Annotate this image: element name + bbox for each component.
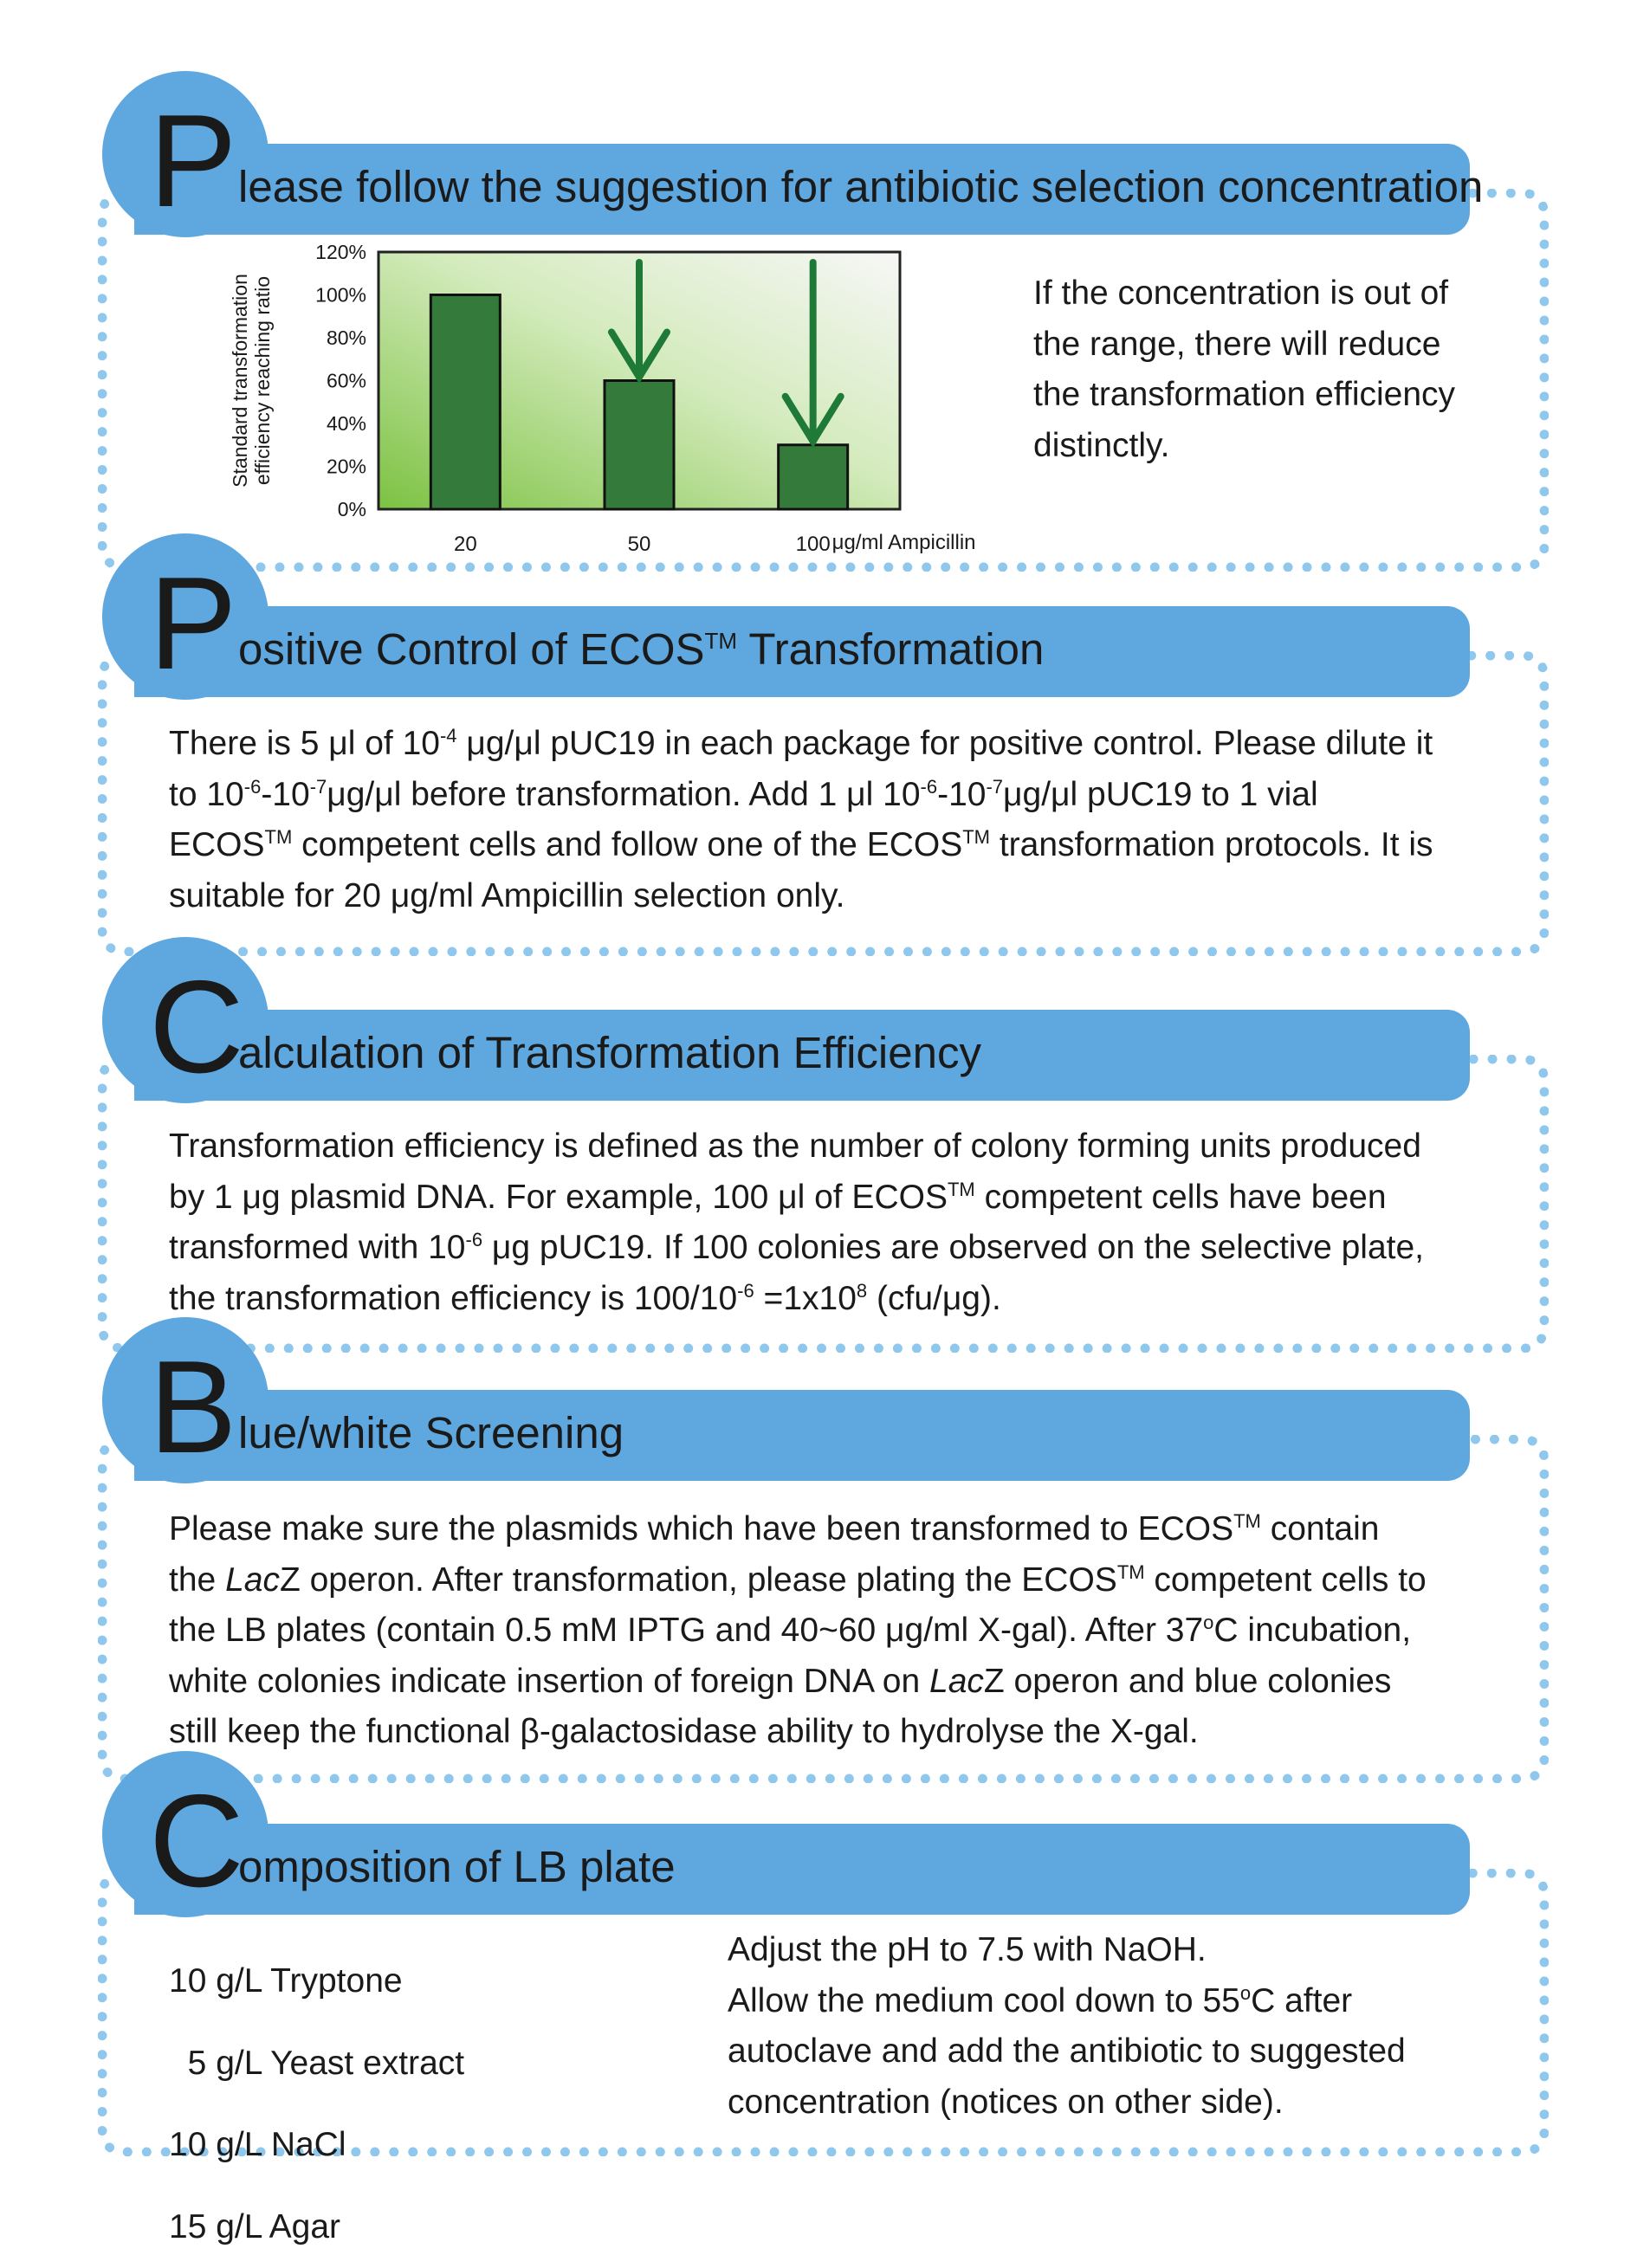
y-tick-label: 120% <box>315 241 366 263</box>
x-axis-label: μg/ml Ampicillin <box>832 531 976 554</box>
text-line: still keep the functional β-galactosidas… <box>169 1713 1199 1750</box>
bar-50 <box>603 379 676 511</box>
down-arrow-icon <box>608 259 670 384</box>
section-header-bar-positive-control <box>134 606 1470 697</box>
y-tick-label: 60% <box>327 370 366 392</box>
section-header-bar-efficiency <box>134 1010 1470 1101</box>
section-drop-cap: C <box>149 1767 244 1915</box>
positive-control-text: There is 5 μl of 10-4 μg/μl pUC19 in eac… <box>169 719 1537 921</box>
section-title: lue/white Screening <box>238 1408 624 1457</box>
section-title: ositive Control of ECOSTM Transformation <box>238 624 1045 674</box>
text-line: by 1 μg plasmid DNA. For example, 100 μl… <box>169 1178 1387 1216</box>
x-tick-label: 100 <box>796 533 831 556</box>
y-tick-label: 80% <box>327 326 366 349</box>
lb-instructions: Adjust the pH to 7.5 with NaOH. Allow th… <box>728 1925 1406 2128</box>
section-letter-circle <box>102 937 269 1103</box>
y-axis-label-line: Standard transformation <box>229 274 251 488</box>
instruction-line: autoclave and add the antibiotic to sugg… <box>728 2032 1406 2070</box>
lb-ingredients: 10 g/L Tryptone 5 g/L Yeast extract 10 g… <box>169 1925 464 2268</box>
instruction-line: Adjust the pH to 7.5 with NaOH. <box>728 1931 1207 1968</box>
ingredient-item: 15 g/L Agar <box>169 2207 341 2245</box>
text-line: white colonies indicate insertion of for… <box>169 1662 1392 1700</box>
text-line: transformed with 10-6 μg pUC19. If 100 c… <box>169 1229 1425 1266</box>
y-axis-label-line: efficiency reaching ratio <box>251 276 274 485</box>
text-line: Transformation efficiency is defined as … <box>169 1128 1421 1165</box>
blue-white-text: Please make sure the plasmids which have… <box>169 1504 1537 1758</box>
section-letter-circle <box>102 533 269 700</box>
text-line: the transformation efficiency is 100/10-… <box>169 1279 1001 1317</box>
note-line: the transformation efficiency <box>1033 376 1456 413</box>
x-tick-label: 50 <box>628 533 651 556</box>
text-line: to 10-6-10-7μg/μl before transformation.… <box>169 775 1318 813</box>
section-title: alculation of Transformation Efficiency <box>238 1028 981 1077</box>
note-line: the range, there will reduce <box>1033 325 1441 363</box>
section-letter-circle <box>102 1751 269 1917</box>
y-tick-label: 40% <box>327 412 366 435</box>
bar-20 <box>429 294 501 511</box>
ingredient-item: 10 g/L Tryptone <box>169 1962 403 2000</box>
ingredient-item: 10 g/L NaCl <box>169 2126 346 2163</box>
section-drop-cap: P <box>149 87 237 235</box>
section-header-bar-antibiotic <box>134 144 1470 235</box>
section-header-bar-lb-plate <box>134 1824 1470 1915</box>
text-line: Please make sure the plasmids which have… <box>169 1510 1380 1548</box>
note-line: If the concentration is out of <box>1033 275 1449 312</box>
down-arrow-icon <box>781 259 844 449</box>
section-drop-cap: B <box>149 1334 237 1481</box>
bar-100 <box>777 443 850 511</box>
ingredient-item: 5 g/L Yeast extract <box>169 2044 465 2082</box>
instruction-line: concentration (notices on other side). <box>728 2083 1284 2121</box>
instruction-line: Allow the medium cool down to 55oC after <box>728 1981 1353 2019</box>
section-letter-circle <box>102 1317 269 1483</box>
text-line: There is 5 μl of 10-4 μg/μl pUC19 in eac… <box>169 725 1433 762</box>
section-header-bar-blue-white <box>134 1390 1470 1481</box>
section-title: lease follow the suggestion for antibiot… <box>238 162 1484 211</box>
efficiency-text: Transformation efficiency is defined as … <box>169 1121 1537 1324</box>
text-line: suitable for 20 μg/ml Ampicillin selecti… <box>169 876 845 914</box>
section-letter-circle <box>102 71 269 237</box>
y-tick-label: 100% <box>315 284 366 307</box>
y-tick-label: 20% <box>327 456 366 478</box>
section-title: omposition of LB plate <box>238 1842 676 1891</box>
concentration-note: If the concentration is out of the range… <box>1033 268 1455 471</box>
text-line: the LB plates (contain 0.5 mM IPTG and 4… <box>169 1612 1412 1649</box>
text-line: ECOSTM competent cells and follow one of… <box>169 826 1433 863</box>
y-axis-label: Standard transformation efficiency reachi… <box>229 274 274 488</box>
section-drop-cap: P <box>149 550 237 697</box>
y-tick-label: 0% <box>338 498 366 520</box>
x-tick-label: 20 <box>454 533 477 556</box>
text-line: the LacZ operon. After transformation, p… <box>169 1560 1427 1599</box>
efficiency-bar-chart: Standard transformation efficiency reachi… <box>229 241 976 556</box>
section-drop-cap: C <box>149 953 244 1101</box>
note-line: distinctly. <box>1033 426 1170 464</box>
